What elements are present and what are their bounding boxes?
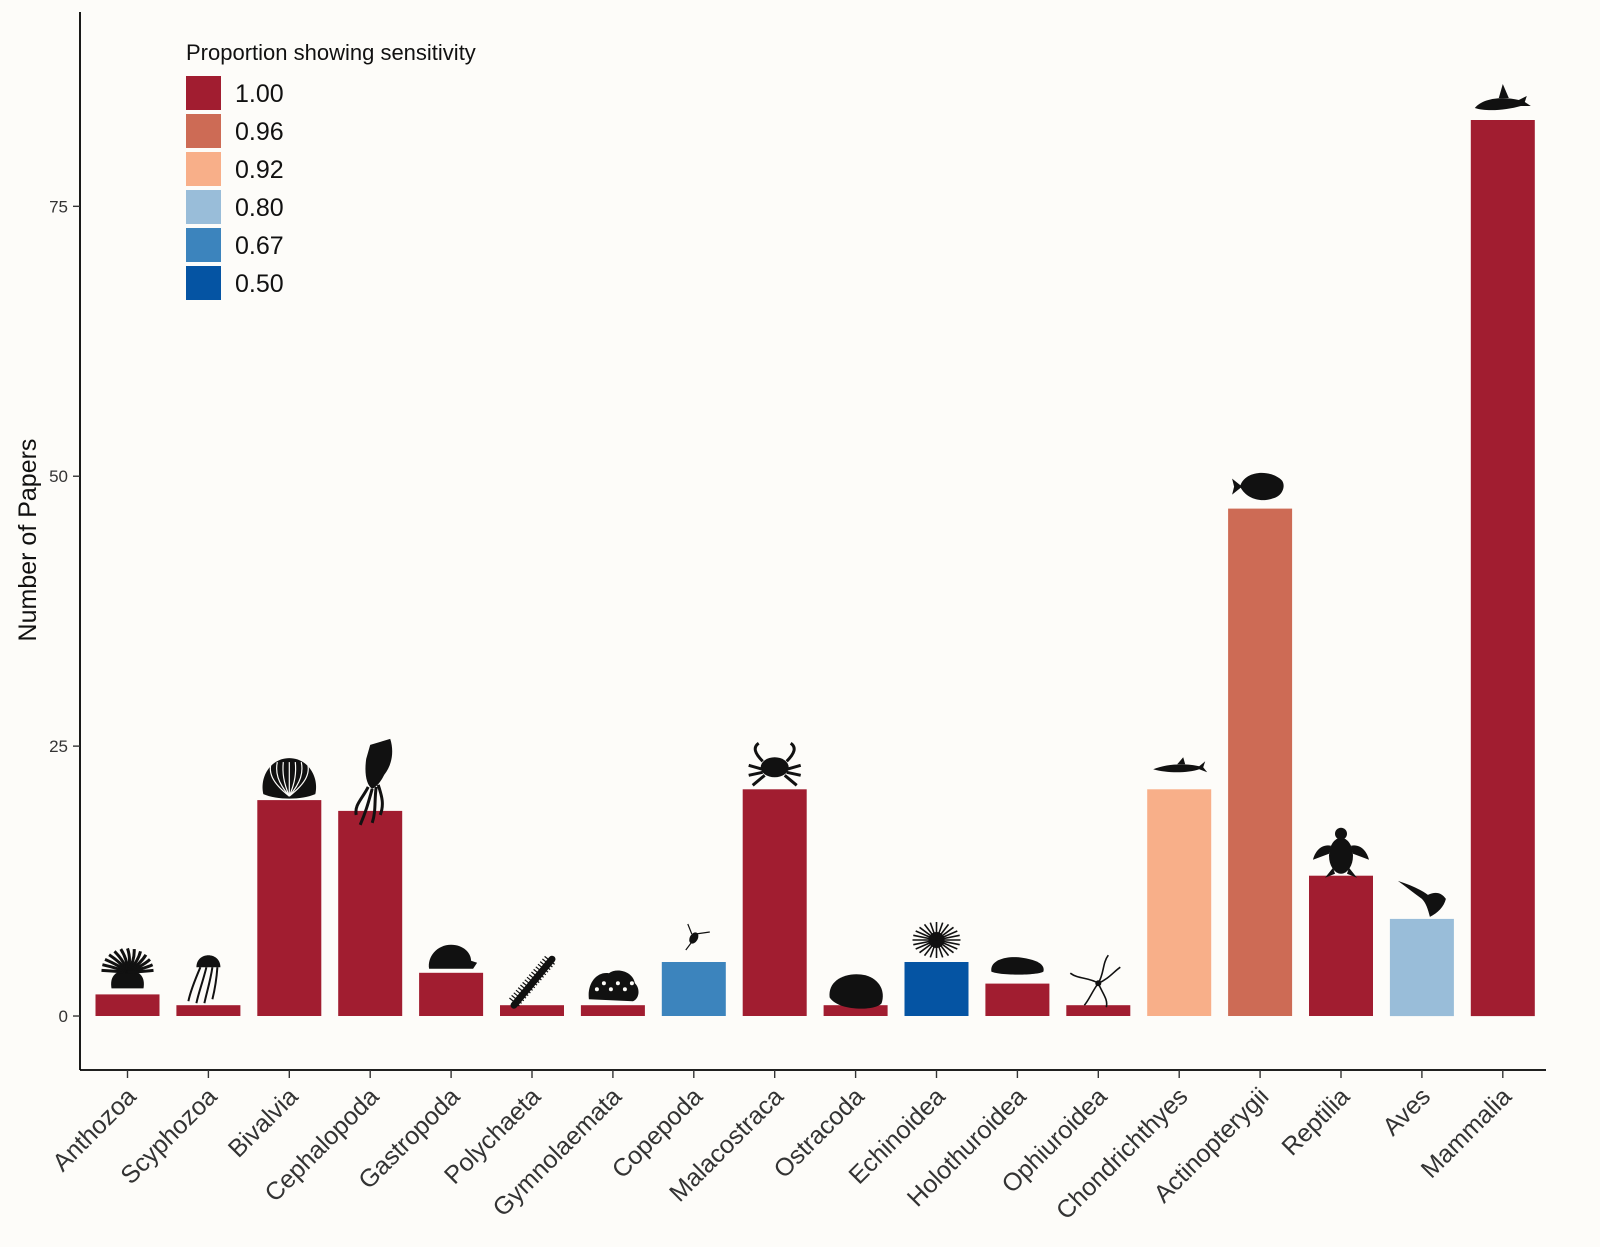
bar-gastropoda [419,972,484,1016]
legend-swatch [186,152,221,186]
icons-layer [101,84,1531,1009]
legend-title: Proportion showing sensitivity [186,40,476,65]
bar-echinoidea [904,962,969,1016]
shark-icon [1153,757,1208,773]
sea-anemone-icon [101,947,154,989]
y-tick-label: 25 [49,737,68,756]
legend-swatch [186,228,221,262]
bars-layer [95,120,1535,1017]
crab-icon [748,742,802,787]
x-tick-label-bivalvia: Bivalvia [223,1082,304,1163]
bar-actinopterygii [1228,508,1293,1016]
bryozoan-icon [588,970,639,1002]
y-tick-label: 50 [49,467,68,486]
bar-ostracoda [823,1005,888,1016]
bar-malacostraca [742,789,807,1016]
legend-label: 0.67 [235,232,284,260]
bar-polychaeta [500,1005,564,1016]
bar-gymnolaemata [580,1005,645,1016]
orca-icon [1474,84,1531,111]
bar-chondrichthyes [1147,789,1212,1016]
bar-aves [1389,918,1454,1017]
legend-swatch [186,190,221,224]
squid-icon [354,738,393,826]
legend-label: 0.92 [235,156,284,184]
bar-scyphozoa [176,1005,241,1016]
y-tick-label: 0 [59,1007,68,1026]
brittle-star-icon [1069,954,1121,1008]
x-tick-label-reptilia: Reptilia [1276,1082,1355,1161]
legend-label: 0.80 [235,194,284,222]
jellyfish-icon [187,955,221,1004]
snail-icon [428,944,478,969]
legend-label: 0.50 [235,270,284,298]
bar-bivalvia [257,800,322,1016]
bar-holothuroidea [985,983,1050,1016]
sea-cucumber-icon [991,957,1044,975]
legend-label: 1.00 [235,80,284,108]
bar-ophiuroidea [1066,1005,1131,1016]
ostracod-icon [829,974,883,1009]
bar-copepoda [661,962,726,1016]
sea-turtle-icon [1313,827,1369,878]
seabird-icon [1397,880,1446,917]
bar-mammalia [1470,120,1535,1017]
bar-anthozoa [95,994,160,1016]
legend-swatch [186,76,221,110]
bristle-worm-icon [509,955,556,1009]
sea-urchin-icon [912,922,961,958]
fish-icon [1232,472,1284,501]
y-axis-title: Number of Papers [14,439,42,642]
bar-cephalopoda [338,810,403,1016]
bar-reptilia [1309,875,1373,1016]
legend-label: 0.96 [235,118,284,146]
legend: Proportion showing sensitivity 1.00 0.96 0.… [186,40,476,300]
clam-icon [262,758,317,799]
y-tick-label: 75 [49,197,68,216]
x-tick-label-aves: Aves [1377,1082,1436,1141]
legend-swatch [186,114,221,148]
legend-swatch [186,266,221,300]
copepod-icon [685,923,710,951]
